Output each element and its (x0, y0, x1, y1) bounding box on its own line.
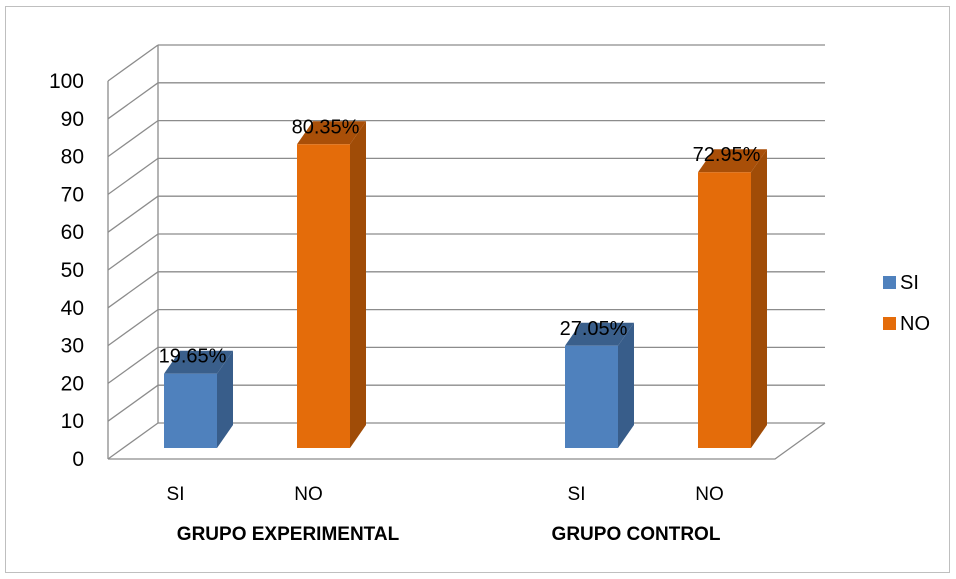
bar-side (618, 322, 634, 448)
bar (297, 144, 350, 449)
y-tick-label: 90 (61, 108, 84, 131)
y-tick-label: 50 (61, 259, 84, 282)
bar (565, 345, 618, 448)
y-tick-label: 0 (72, 448, 84, 471)
gridline-wall (107, 271, 159, 309)
x-group-label: GRUPO EXPERIMENTAL (177, 524, 400, 545)
gridline-wall (107, 384, 159, 422)
y-axis-ticks: 0 10 20 30 40 50 60 70 80 90 100 (49, 70, 84, 471)
gridline-wall (107, 82, 159, 120)
data-label: 80.35% (292, 116, 360, 138)
legend-label: NO (900, 313, 930, 335)
y-tick-label: 20 (61, 372, 84, 395)
bar-side (751, 149, 767, 448)
legend-swatch (883, 276, 896, 289)
legend: SI NO (883, 272, 930, 335)
gridline-wall (107, 120, 159, 158)
y-tick-label: 70 (61, 183, 84, 206)
legend-label: SI (900, 272, 919, 294)
gridline-wall (107, 346, 159, 384)
bars (164, 121, 767, 449)
bar-side (217, 350, 233, 448)
bar-top (297, 121, 366, 145)
bar-side (350, 121, 366, 448)
y-tick-label: 40 (61, 297, 84, 320)
data-label: 27.05% (560, 318, 628, 340)
legend-swatch (883, 317, 896, 330)
bar-top (164, 350, 233, 374)
y-tick-label: 100 (49, 70, 84, 93)
x-category-label: SI (167, 484, 185, 505)
gridline-wall (107, 233, 159, 271)
x-category-label: NO (294, 484, 323, 505)
x-category-label: SI (568, 484, 586, 505)
bar-top (698, 149, 767, 173)
y-tick-label: 60 (61, 221, 84, 244)
gridline-wall (107, 44, 159, 82)
y-tick-label: 30 (61, 335, 84, 358)
y-tick-label: 80 (61, 146, 84, 169)
bar (164, 373, 217, 448)
gridline-wall (107, 422, 159, 460)
data-label: 72.95% (693, 144, 761, 166)
x-category-label: NO (695, 484, 724, 505)
x-axis-labels: SI NO GRUPO EXPERIMENTAL SI NO GRUPO CONTROL (167, 484, 724, 545)
x-group-label: GRUPO CONTROL (552, 524, 721, 545)
data-labels: 19.65% 80.35% 27.05% 72.95% (159, 116, 761, 367)
bar (698, 172, 751, 448)
chart-frame (5, 6, 950, 573)
chart-floor (108, 422, 826, 460)
gridline-wall (107, 195, 159, 233)
y-tick-label: 10 (61, 410, 84, 433)
gridline-wall (107, 309, 159, 347)
data-label: 19.65% (159, 346, 227, 368)
gridline-wall (107, 157, 159, 195)
bar-top (565, 322, 634, 346)
